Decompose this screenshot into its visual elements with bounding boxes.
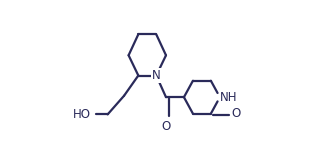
Text: O: O xyxy=(161,120,170,133)
Text: HO: HO xyxy=(73,108,91,121)
Text: NH: NH xyxy=(220,91,237,104)
Text: O: O xyxy=(232,107,241,120)
Text: N: N xyxy=(152,69,161,82)
